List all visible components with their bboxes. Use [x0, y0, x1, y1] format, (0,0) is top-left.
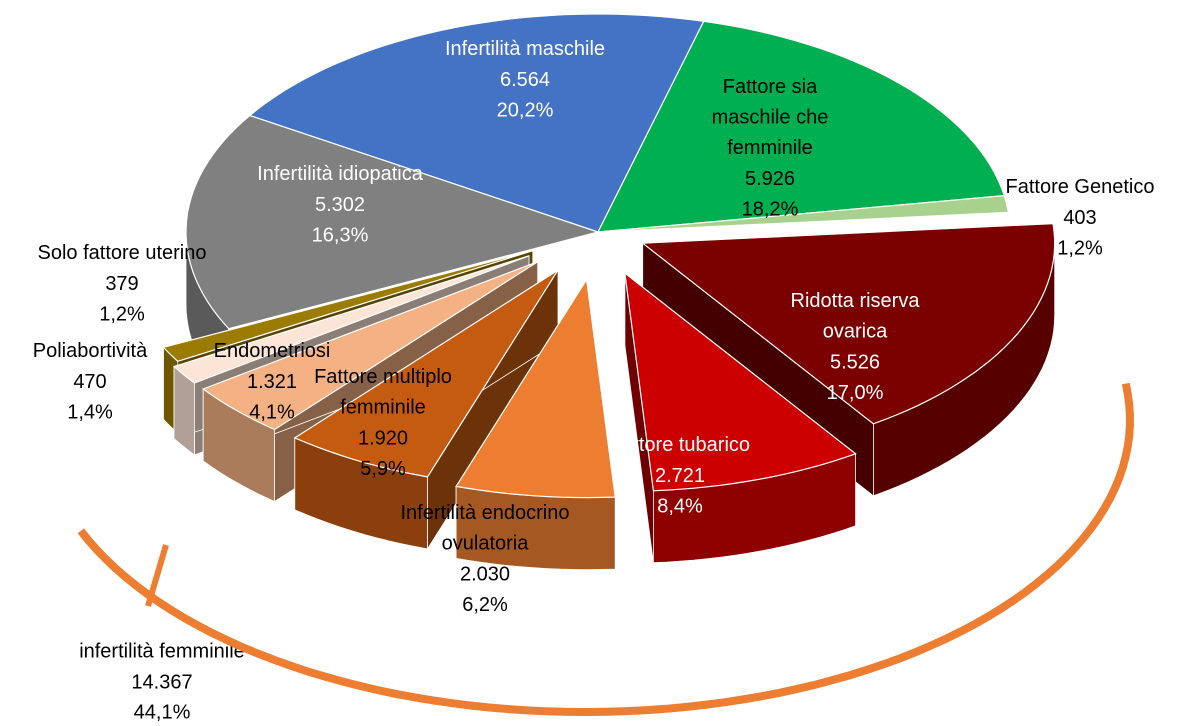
slice-label: Poliabortività — [33, 340, 148, 362]
value-label: 470 — [73, 371, 106, 393]
percentage-label: 1,2% — [1057, 237, 1103, 259]
slice-top — [596, 20, 1006, 233]
percentage-label: 6,2% — [462, 594, 508, 616]
slice-top — [248, 13, 705, 233]
group-value-label: 14.367 — [131, 671, 192, 693]
value-label: 1.321 — [247, 371, 297, 393]
group-label: infertilità femminile — [79, 640, 245, 662]
group-percentage-label: 44,1% — [134, 701, 191, 723]
slice-label: Fattore Genetico — [1006, 176, 1155, 198]
group-bracket — [77, 382, 1134, 717]
slice-top — [185, 114, 601, 330]
value-label: 403 — [1063, 207, 1096, 229]
slice-label: Infertilità endocrino ovulatoria — [401, 502, 570, 555]
percentage-label: 5,9% — [360, 458, 406, 480]
slice-label: Solo fattore uterino — [38, 242, 207, 264]
slice-top — [172, 255, 530, 384]
slice-label: Fattore tubarico — [610, 434, 750, 456]
slice — [597, 194, 1010, 233]
slice-label: Infertilità idiopatica — [257, 163, 424, 185]
slice-top — [624, 271, 857, 492]
value-label: 2.721 — [655, 465, 705, 487]
slice — [596, 20, 1006, 233]
value-label: 1.920 — [358, 427, 408, 449]
slice-wall — [455, 485, 616, 571]
group-leader — [145, 544, 169, 607]
percentage-label: 16,3% — [312, 224, 369, 246]
percentage-label: 1,2% — [99, 303, 145, 325]
percentage-label: 18,2% — [742, 198, 799, 220]
slice-top — [201, 261, 539, 431]
labels: Infertilità maschile 6.564 20,2% Fattore si… — [33, 38, 1155, 723]
slice-top — [455, 277, 616, 499]
slice-label: Endometriosi — [214, 340, 331, 362]
slice — [624, 271, 857, 564]
percentage-label: 1,4% — [67, 401, 113, 423]
slice-label: Ridotta riserva ovarica — [791, 290, 921, 343]
pie-body — [162, 13, 1056, 571]
value-label: 2.030 — [460, 563, 510, 585]
percentage-label: 20,2% — [497, 99, 554, 121]
value-label: 379 — [105, 273, 138, 295]
slice — [455, 277, 616, 571]
slice — [248, 13, 705, 233]
slice-top — [597, 194, 1010, 233]
percentage-label: 4,1% — [249, 401, 295, 423]
slice-label: Fattore sia maschile che femminile — [712, 76, 829, 159]
percentage-label: 8,4% — [657, 495, 703, 517]
slice-label: Fattore multiplo femminile — [314, 366, 452, 419]
slice-top — [293, 269, 559, 478]
value-label: 5.302 — [315, 194, 365, 216]
slice-label: Infertilità maschile — [445, 38, 605, 60]
percentage-label: 17,0% — [827, 382, 884, 404]
slice-top — [162, 250, 533, 362]
slice-top — [641, 222, 1056, 425]
value-label: 5.526 — [830, 351, 880, 373]
value-label: 5.926 — [745, 168, 795, 190]
value-label: 6.564 — [500, 69, 550, 91]
